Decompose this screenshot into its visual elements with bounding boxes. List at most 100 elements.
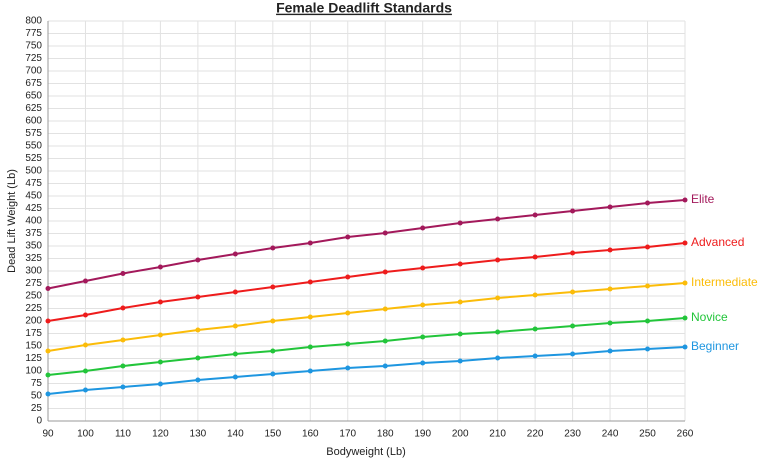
y-tick-label: 225 xyxy=(25,303,42,314)
data-point xyxy=(570,323,576,329)
y-tick-label: 425 xyxy=(25,203,42,214)
data-point xyxy=(607,204,613,210)
data-point xyxy=(570,250,576,256)
x-tick-label: 130 xyxy=(190,429,207,440)
data-point xyxy=(382,230,388,236)
legend-entry: Beginner xyxy=(691,339,739,353)
y-tick-label: 200 xyxy=(25,316,42,327)
data-point xyxy=(270,245,276,251)
series-line xyxy=(47,282,686,352)
data-point xyxy=(232,351,238,357)
data-point xyxy=(420,360,426,366)
y-tick-label: 700 xyxy=(25,66,42,77)
data-point xyxy=(120,305,126,311)
data-point xyxy=(232,251,238,257)
data-point xyxy=(457,261,463,267)
data-point xyxy=(382,363,388,369)
data-point xyxy=(157,381,163,387)
data-point xyxy=(457,331,463,337)
data-point xyxy=(645,244,651,250)
data-point xyxy=(157,264,163,270)
data-point xyxy=(495,355,501,361)
y-tick-label: 650 xyxy=(25,91,42,102)
data-point xyxy=(607,286,613,292)
x-tick-label: 200 xyxy=(452,429,469,440)
data-point xyxy=(645,346,651,352)
data-point xyxy=(495,295,501,301)
data-point xyxy=(645,318,651,324)
data-point xyxy=(382,269,388,275)
data-point xyxy=(682,315,688,321)
data-point xyxy=(420,334,426,340)
data-point xyxy=(270,348,276,354)
series-line xyxy=(47,199,686,290)
x-tick-label: 160 xyxy=(302,429,319,440)
y-tick-label: 350 xyxy=(25,241,42,252)
data-point xyxy=(532,212,538,218)
y-tick-label: 400 xyxy=(25,216,42,227)
data-point xyxy=(382,338,388,344)
x-tick-label: 110 xyxy=(115,429,131,440)
data-point xyxy=(45,318,51,324)
y-tick-label: 325 xyxy=(25,253,42,264)
data-point xyxy=(645,200,651,206)
x-tick-label: 170 xyxy=(339,429,356,440)
x-tick-label: 180 xyxy=(377,429,394,440)
data-point xyxy=(195,355,201,361)
data-point xyxy=(570,289,576,295)
data-point xyxy=(345,365,351,371)
y-tick-label: 450 xyxy=(25,191,42,202)
data-point xyxy=(495,216,501,222)
data-point xyxy=(195,377,201,383)
data-point xyxy=(457,299,463,305)
y-tick-label: 0 xyxy=(36,416,42,427)
series-line xyxy=(47,317,686,376)
data-point xyxy=(157,299,163,305)
y-tick-label: 125 xyxy=(25,353,42,364)
x-axis-label: Bodyweight (Lb) xyxy=(326,446,406,458)
legend-entry: Elite xyxy=(691,192,715,206)
y-tick-label: 675 xyxy=(25,78,42,89)
x-tick-label: 210 xyxy=(489,429,506,440)
data-point xyxy=(420,225,426,231)
chart-title: Female Deadlift Standards xyxy=(276,0,452,16)
data-point xyxy=(307,314,313,320)
x-tick-label: 230 xyxy=(564,429,581,440)
data-point xyxy=(345,234,351,240)
x-tick-label: 240 xyxy=(602,429,619,440)
y-tick-label: 475 xyxy=(25,178,42,189)
legend-entry: Intermediate xyxy=(691,275,758,289)
data-point xyxy=(82,312,88,318)
y-tick-label: 550 xyxy=(25,141,42,152)
y-tick-label: 500 xyxy=(25,166,42,177)
y-axis-label: Dead Lift Weight (Lb) xyxy=(6,169,18,273)
x-tick-label: 140 xyxy=(227,429,244,440)
data-point xyxy=(307,368,313,374)
y-tick-label: 50 xyxy=(31,391,43,402)
y-tick-label: 625 xyxy=(25,103,42,114)
data-point xyxy=(82,368,88,374)
data-point xyxy=(307,344,313,350)
legend-entry: Novice xyxy=(691,310,728,324)
y-tick-label: 375 xyxy=(25,228,42,239)
y-tick-label: 575 xyxy=(25,128,42,139)
data-point xyxy=(345,274,351,280)
data-point xyxy=(570,351,576,357)
data-point xyxy=(682,344,688,350)
data-point xyxy=(532,353,538,359)
data-point xyxy=(682,280,688,286)
data-point xyxy=(232,289,238,295)
x-tick-label: 90 xyxy=(42,429,54,440)
y-tick-label: 300 xyxy=(25,266,42,277)
data-point xyxy=(570,208,576,214)
data-point xyxy=(645,283,651,289)
y-tick-label: 525 xyxy=(25,153,42,164)
y-tick-label: 100 xyxy=(25,366,42,377)
data-point xyxy=(270,371,276,377)
series-line xyxy=(47,346,686,395)
data-point xyxy=(270,318,276,324)
x-tick-label: 150 xyxy=(264,429,281,440)
data-point xyxy=(45,348,51,354)
y-tick-label: 150 xyxy=(25,341,42,352)
y-tick-label: 600 xyxy=(25,116,42,127)
